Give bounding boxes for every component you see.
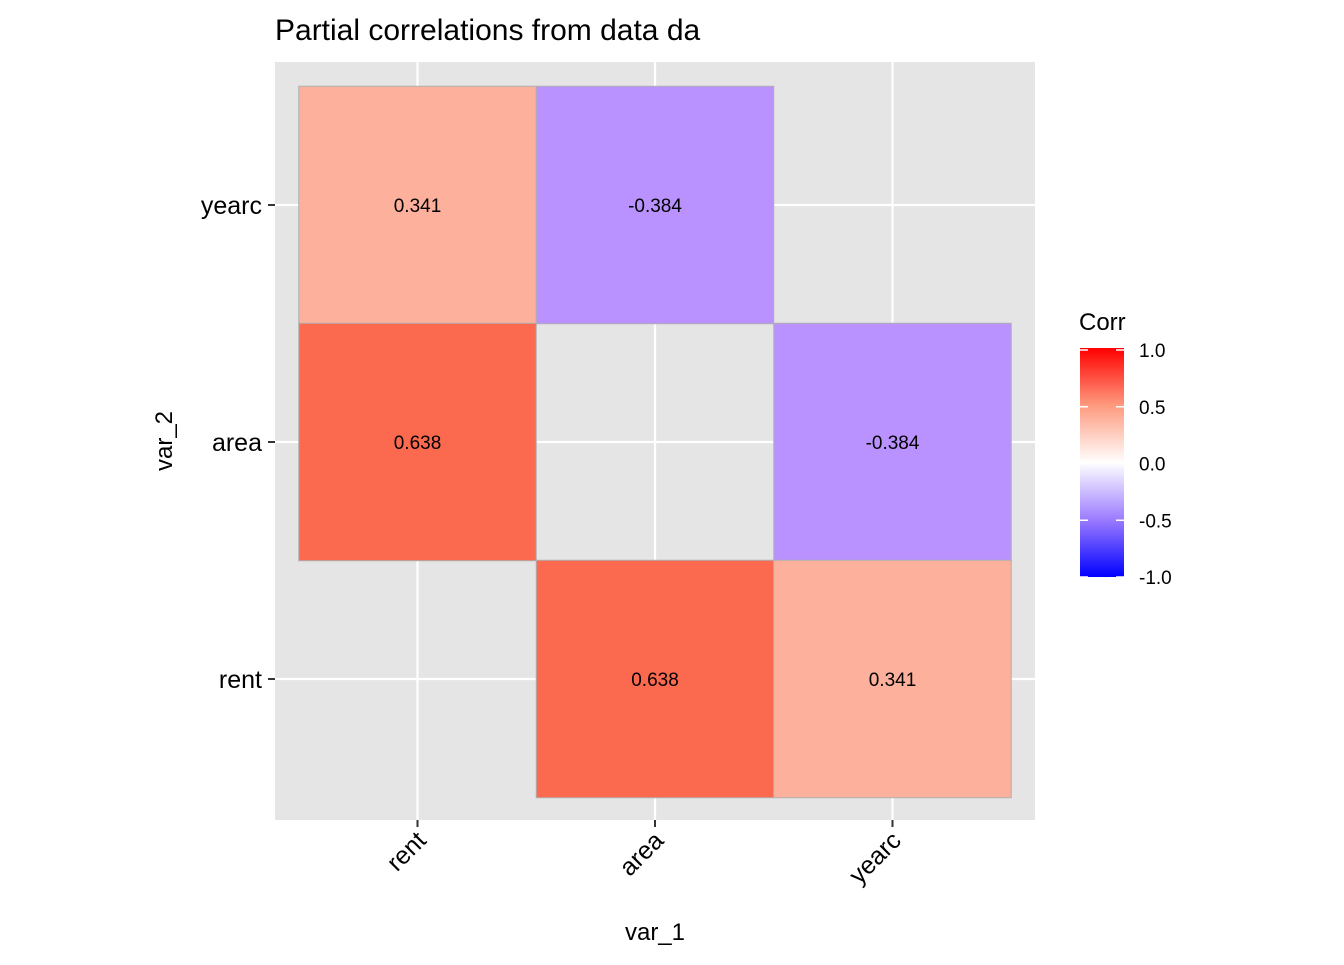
x-tick-label: yearc [844, 826, 907, 889]
tile-value-label: 0.638 [394, 433, 442, 454]
tile-value-label: -0.384 [866, 433, 920, 454]
y-tick-label: yearc [201, 192, 262, 220]
heatmap-tile-area-yearc [535, 85, 775, 325]
legend-tick-label: 1.0 [1139, 341, 1165, 362]
heatmap-tile-rent-area [298, 322, 537, 562]
legend-tick-label: 0.0 [1139, 455, 1165, 476]
chart-title: Partial correlations from data da [275, 14, 701, 47]
heatmap-tile-yearc-area [773, 322, 1012, 562]
tile-value-label: -0.384 [628, 196, 682, 217]
heatmap-tile-area-rent [535, 559, 775, 799]
legend-tick-label: -1.0 [1139, 568, 1172, 589]
heatmap-tile-yearc-rent [773, 559, 1012, 799]
x-tick-label: rent [381, 826, 431, 876]
x-tick-label: area [614, 826, 669, 881]
legend-tick-label: -0.5 [1139, 511, 1172, 532]
legend-colorbar [1080, 348, 1124, 577]
y-tick-label: rent [219, 666, 262, 694]
tile-value-label: 0.638 [631, 670, 679, 691]
tile-value-label: 0.341 [869, 670, 917, 691]
y-tick-label: area [212, 429, 262, 457]
legend-title: Corr [1079, 309, 1126, 336]
x-axis-title: var_1 [625, 919, 685, 946]
y-axis-title: var_2 [151, 411, 178, 471]
tile-value-label: 0.341 [394, 196, 442, 217]
legend: Corr 1.0 0.5 0.0 -0.5 -1.0 [1079, 309, 1172, 589]
legend-tick-label: 0.5 [1139, 398, 1165, 419]
